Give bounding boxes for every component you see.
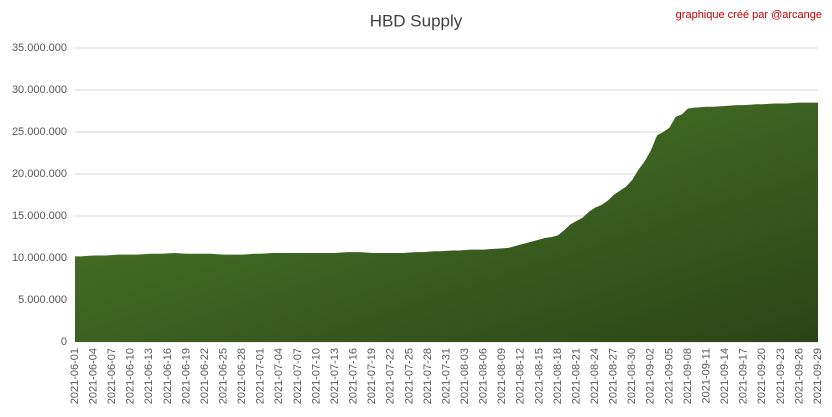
x-tick-label: 2021-07-16 — [348, 348, 360, 404]
x-tick-label: 2021-06-10 — [125, 348, 137, 404]
x-tick-label: 2021-07-22 — [385, 348, 397, 404]
x-tick-label: 2021-06-16 — [162, 348, 174, 404]
x-tick-label: 2021-06-07 — [106, 348, 118, 404]
x-tick-label: 2021-09-11 — [700, 348, 712, 403]
area — [75, 102, 818, 342]
x-tick-label: 2021-07-07 — [292, 348, 304, 404]
x-tick-label: 2021-08-18 — [552, 348, 564, 404]
x-tick-label: 2021-07-25 — [403, 348, 415, 404]
x-tick-label: 2021-08-21 — [570, 348, 582, 404]
y-tick-label: 30.000.000 — [12, 84, 67, 96]
y-tick-label: 35.000.000 — [12, 42, 67, 54]
y-tick-label: 25.000.000 — [12, 126, 67, 138]
x-tick-label: 2021-09-20 — [756, 348, 768, 404]
x-tick-label: 2021-07-04 — [273, 348, 285, 404]
y-tick-label: 10.000.000 — [12, 252, 67, 264]
x-tick-label: 2021-09-29 — [812, 348, 824, 404]
x-tick-label: 2021-09-14 — [719, 348, 731, 404]
x-tick-label: 2021-08-06 — [478, 348, 490, 404]
chart-title: HBD Supply — [370, 11, 463, 30]
x-tick-label: 2021-06-28 — [236, 348, 248, 404]
x-tick-label: 2021-06-19 — [180, 348, 192, 404]
x-tick-label: 2021-08-27 — [608, 348, 620, 404]
x-tick-label: 2021-09-17 — [738, 348, 750, 404]
x-tick-label: 2021-08-03 — [459, 348, 471, 404]
x-tick-label: 2021-06-04 — [87, 348, 99, 404]
x-tick-label: 2021-08-15 — [533, 348, 545, 404]
x-tick-label: 2021-08-30 — [626, 348, 638, 404]
x-tick-label: 2021-07-28 — [422, 348, 434, 404]
annotation: graphique créé par @arcange — [676, 9, 822, 21]
x-tick-label: 2021-08-12 — [515, 348, 527, 404]
x-tick-label: 2021-09-26 — [793, 348, 805, 404]
x-tick-label: 2021-06-13 — [143, 348, 155, 404]
x-tick-label: 2021-09-05 — [663, 348, 675, 404]
x-tick-label: 2021-07-31 — [440, 348, 452, 404]
x-tick-label: 2021-08-09 — [496, 348, 508, 404]
y-tick-label: 20.000.000 — [12, 168, 67, 180]
x-tick-label: 2021-07-19 — [366, 348, 378, 404]
y-tick-label: 5.000.000 — [18, 294, 67, 306]
x-tick-label: 2021-07-10 — [310, 348, 322, 404]
y-tick-label: 15.000.000 — [12, 210, 67, 222]
x-tick-label: 2021-09-02 — [645, 348, 657, 404]
x-tick-label: 2021-09-23 — [775, 348, 787, 404]
x-tick-label: 2021-07-13 — [329, 348, 341, 404]
x-tick-label: 2021-06-01 — [69, 348, 81, 404]
x-tick-label: 2021-08-24 — [589, 348, 601, 404]
x-tick-label: 2021-06-25 — [218, 348, 230, 404]
x-tick-label: 2021-09-08 — [682, 348, 694, 404]
x-tick-label: 2021-06-22 — [199, 348, 211, 404]
x-tick-label: 2021-07-01 — [255, 348, 267, 404]
y-tick-label: 0 — [61, 336, 67, 348]
